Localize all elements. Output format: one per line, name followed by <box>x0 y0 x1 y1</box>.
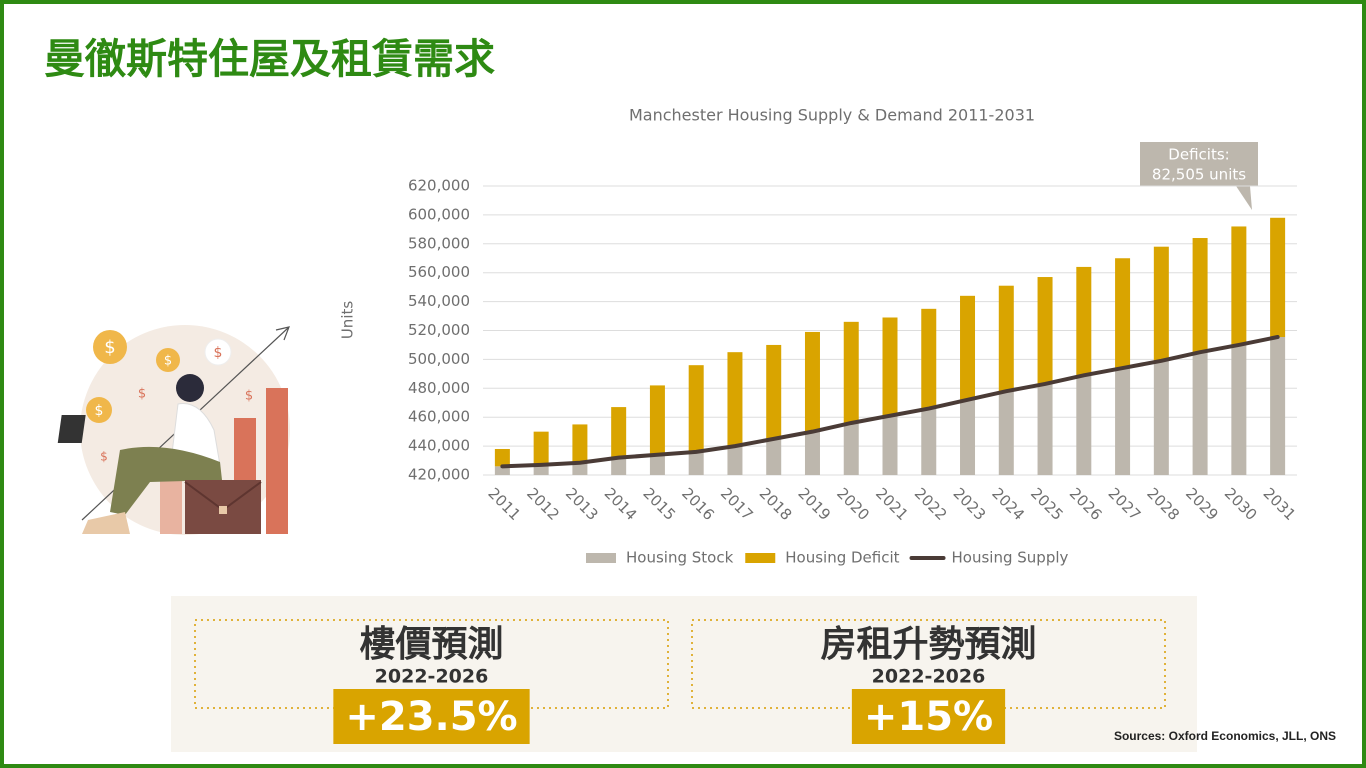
bar <box>960 399 976 475</box>
cards-panel <box>171 596 1197 752</box>
bar <box>572 424 588 463</box>
legend-swatch <box>586 553 616 563</box>
y-tick-label: 540,000 <box>408 292 470 310</box>
y-tick-label: 420,000 <box>408 466 470 484</box>
bar <box>1153 360 1169 475</box>
legend-swatch <box>745 553 776 563</box>
card-frame <box>691 619 1166 709</box>
bar <box>1231 344 1247 475</box>
bar <box>843 422 859 475</box>
svg-text:$: $ <box>100 450 108 464</box>
bar <box>1076 266 1092 376</box>
annotation: Deficits: 82,505 units <box>1140 142 1258 210</box>
bar <box>1270 337 1286 475</box>
bar <box>533 431 549 465</box>
bar <box>1270 217 1286 338</box>
bar <box>611 407 627 458</box>
bar <box>882 415 898 475</box>
bar <box>572 462 588 475</box>
card-value-box <box>333 689 530 744</box>
bar <box>804 431 820 475</box>
bar <box>1231 226 1247 345</box>
card-title: 樓價預測 <box>359 624 503 665</box>
bar <box>766 344 782 439</box>
bar <box>727 446 743 475</box>
bar <box>804 331 820 432</box>
bar <box>727 352 743 447</box>
y-axis-label: Units <box>339 301 357 340</box>
y-tick-label: 520,000 <box>408 321 470 339</box>
y-tick-label: 500,000 <box>408 350 470 368</box>
annotation-pointer <box>1236 186 1252 210</box>
bar <box>766 438 782 475</box>
svg-text:$: $ <box>104 337 115 358</box>
legend-label: Housing Deficit <box>785 549 899 567</box>
bar <box>921 408 937 475</box>
annotation-text: Deficits: <box>1168 146 1229 164</box>
svg-text:$: $ <box>245 389 253 404</box>
bar <box>533 464 549 475</box>
annotation-text: 82,505 units <box>1152 166 1246 184</box>
bar <box>882 317 898 416</box>
bar <box>843 321 859 423</box>
bar <box>998 285 1014 392</box>
card-frame <box>194 619 669 709</box>
card-value-box <box>851 689 1006 744</box>
slide-title: 曼徹斯特住屋及租賃需求 <box>44 35 495 83</box>
illustration: $ $ $ $ $ $ $ <box>57 325 290 535</box>
svg-text:$: $ <box>95 403 104 419</box>
bar <box>649 385 665 455</box>
bar <box>688 365 704 452</box>
bar <box>649 454 665 475</box>
card-title: 房租升勢預測 <box>820 624 1036 665</box>
y-tick-label: 620,000 <box>408 177 470 195</box>
y-tick-label: 480,000 <box>408 379 470 397</box>
bar <box>1037 383 1053 475</box>
bar <box>1192 352 1208 475</box>
bar <box>1153 246 1169 361</box>
legend-label: Housing Stock <box>626 549 734 567</box>
bar <box>1192 238 1208 353</box>
y-tick-label: 580,000 <box>408 234 470 252</box>
y-tick-label: 600,000 <box>408 205 470 223</box>
source-note: Sources: Oxford Economics, JLL, ONS <box>1114 729 1336 743</box>
card-value: +15% <box>864 694 993 740</box>
bar <box>688 451 704 475</box>
bar <box>1076 375 1092 475</box>
bar <box>921 308 937 409</box>
svg-text:$: $ <box>214 345 223 361</box>
annotation-box <box>1140 142 1258 186</box>
bar <box>611 457 627 475</box>
chart-title: Manchester Housing Supply & Demand 2011-… <box>629 106 1035 125</box>
y-tick-label: 440,000 <box>408 437 470 455</box>
bar <box>1037 277 1053 384</box>
svg-text:$: $ <box>138 387 146 402</box>
bar <box>960 295 976 400</box>
legend-label: Housing Supply <box>952 549 1069 567</box>
bar <box>1115 258 1131 369</box>
bar <box>998 391 1014 475</box>
y-tick-label: 460,000 <box>408 408 470 426</box>
bar <box>494 466 510 475</box>
bar <box>494 448 510 467</box>
svg-text:$: $ <box>164 354 172 369</box>
card-period: 2022-2026 <box>375 666 489 688</box>
bar <box>1115 368 1131 475</box>
y-tick-label: 560,000 <box>408 263 470 281</box>
line <box>500 335 1280 469</box>
card-period: 2022-2026 <box>872 666 986 688</box>
card-value: +23.5% <box>345 694 517 740</box>
